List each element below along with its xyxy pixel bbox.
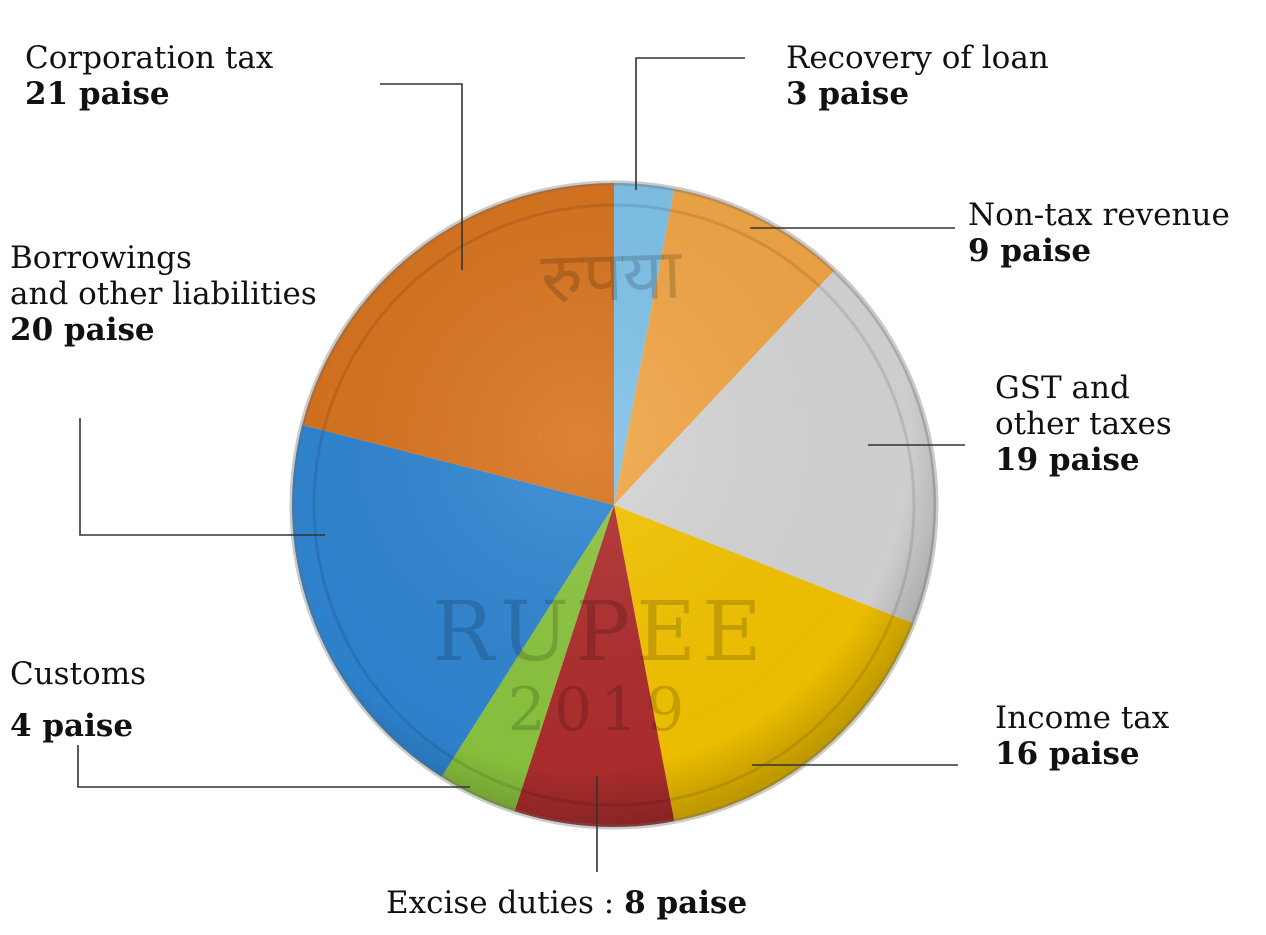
label-corporation-tax-value: 21 paise [25, 76, 170, 112]
leader-line-corporation [380, 83, 463, 270]
label-excise-duties-name: Excise duties [386, 885, 594, 921]
leader-line-recovery [635, 57, 745, 190]
label-non-tax-revenue: Non-tax revenue 9 paise [968, 197, 1230, 269]
label-income-tax-name: Income tax [995, 700, 1170, 736]
coin-text-rupee: RUPEE [432, 585, 768, 680]
label-excise-duties-value: 8 paise [624, 885, 748, 921]
label-excise-duties-separator: : [593, 885, 625, 921]
label-borrowings-value: 20 paise [10, 312, 155, 348]
coin-embossing: रुपया RUPEE 2019 [432, 233, 768, 745]
label-non-tax-revenue-value: 9 paise [968, 233, 1092, 269]
coin-inner-ring [312, 203, 916, 807]
label-customs: Customs 4 paise [10, 648, 146, 752]
label-gst-name-1: GST and [995, 370, 1130, 406]
label-recovery-of-loan-value: 3 paise [786, 76, 910, 112]
label-gst-value: 19 paise [995, 442, 1140, 478]
label-recovery-of-loan: Recovery of loan 3 paise [786, 40, 1049, 112]
label-income-tax: Income tax 16 paise [995, 700, 1169, 772]
label-non-tax-revenue-name: Non-tax revenue [968, 197, 1230, 233]
label-borrowings-name-1: Borrowings [10, 240, 192, 276]
label-borrowings-name-2: and other liabilities [10, 276, 317, 312]
label-corporation-tax: Corporation tax 21 paise [25, 40, 273, 112]
leader-line-borrowings [79, 418, 325, 536]
leader-lines [77, 57, 965, 872]
label-gst-name-2: other taxes [995, 406, 1172, 442]
label-borrowings: Borrowings and other liabilities 20 pais… [10, 240, 317, 348]
label-gst-and-other-taxes: GST and other taxes 19 paise [995, 370, 1172, 478]
coin-text-year: 2019 [508, 675, 693, 745]
label-customs-name: Customs [10, 656, 147, 692]
leader-line-customs [77, 745, 470, 788]
label-excise-duties: Excise duties : 8 paise [386, 885, 747, 921]
label-corporation-tax-name: Corporation tax [25, 40, 274, 76]
coin-text-top: रुपया [540, 233, 685, 320]
label-customs-value: 4 paise [10, 708, 134, 744]
coin-rim [289, 180, 939, 830]
label-income-tax-value: 16 paise [995, 736, 1140, 772]
label-recovery-of-loan-name: Recovery of loan [786, 40, 1049, 76]
